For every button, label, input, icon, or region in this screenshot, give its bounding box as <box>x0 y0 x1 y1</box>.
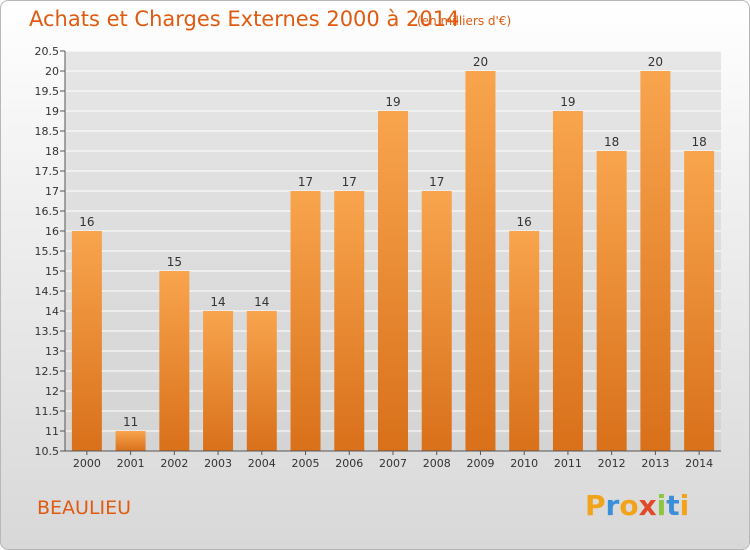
data-label: 14 <box>210 295 225 309</box>
chart-title: Achats et Charges Externes 2000 à 2014 <box>29 7 460 31</box>
y-tick-label: 20 <box>45 65 59 78</box>
bar-series <box>71 71 715 451</box>
bar-2008 <box>421 191 452 451</box>
y-tick-label: 11 <box>45 425 59 438</box>
bar-2001 <box>115 431 146 451</box>
y-tick-label: 19 <box>45 105 59 118</box>
x-tick-label: 2008 <box>423 457 451 470</box>
data-label: 11 <box>123 415 138 429</box>
bar-2007 <box>378 111 408 451</box>
x-tick-label: 2002 <box>160 457 188 470</box>
data-label: 19 <box>560 95 575 109</box>
data-label: 17 <box>298 175 313 189</box>
data-label: 15 <box>167 255 182 269</box>
y-tick-label: 15.5 <box>35 245 60 258</box>
x-tick-label: 2003 <box>204 457 232 470</box>
y-tick-label: 11.5 <box>35 405 60 418</box>
y-tick-label: 16 <box>45 225 59 238</box>
y-tick-label: 18 <box>45 145 59 158</box>
data-label: 17 <box>342 175 357 189</box>
bar-2014 <box>684 151 715 451</box>
logo-letter: t <box>666 489 680 522</box>
data-label: 16 <box>517 215 532 229</box>
x-tick-label: 2014 <box>685 457 713 470</box>
bar-2012 <box>596 151 627 451</box>
data-label: 20 <box>473 55 488 69</box>
y-axis: 10.5 11 11.5 12 12.5 13 13.5 14 14.5 15 15.5 16 16.5… <box>35 45 721 458</box>
x-tick-label: 2006 <box>335 457 363 470</box>
data-label: 18 <box>691 135 706 149</box>
bar-2005 <box>290 191 321 451</box>
y-tick-label: 17.5 <box>35 165 60 178</box>
y-tick-label: 14 <box>45 305 59 318</box>
y-tick-label: 16.5 <box>35 205 60 218</box>
logo-letter: i <box>656 489 667 522</box>
bar-2004 <box>246 311 277 451</box>
bar-2002 <box>159 271 190 451</box>
chart-subtitle: (en milliers d'€) <box>417 14 512 28</box>
y-tick-label: 14.5 <box>35 285 60 298</box>
y-tick-label: 12.5 <box>35 365 60 378</box>
x-tick-label: 2012 <box>598 457 626 470</box>
x-tick-label: 2001 <box>117 457 145 470</box>
x-tick-label: 2005 <box>292 457 320 470</box>
logo-letter: P <box>585 489 606 522</box>
logo-letter: i <box>679 489 690 522</box>
bar-2000 <box>71 231 102 451</box>
data-label: 16 <box>79 215 94 229</box>
logo-letter: x <box>638 489 657 522</box>
data-label: 17 <box>429 175 444 189</box>
y-tick-label: 17 <box>45 185 59 198</box>
x-tick-label: 2007 <box>379 457 407 470</box>
proxiti-logo[interactable]: Proxiti <box>585 489 689 522</box>
y-tick-label: 12 <box>45 385 59 398</box>
y-tick-label: 10.5 <box>35 445 60 458</box>
y-tick-label: 15 <box>45 265 59 278</box>
y-tick-label: 19.5 <box>35 85 60 98</box>
data-label: 18 <box>604 135 619 149</box>
y-tick-label: 18.5 <box>35 125 60 138</box>
logo-letter: r <box>605 489 620 522</box>
x-axis: 2000 2001 2002 2003 2004 2005 2006 2007 2008 2009… <box>73 451 713 470</box>
y-tick-label: 13.5 <box>35 325 60 338</box>
bar-2010 <box>509 231 540 451</box>
x-tick-label: 2011 <box>554 457 582 470</box>
x-tick-label: 2004 <box>248 457 276 470</box>
bar-2013 <box>640 71 671 451</box>
y-tick-label: 20.5 <box>35 45 60 58</box>
data-label: 19 <box>385 95 400 109</box>
data-labels: 16 11 15 14 14 17 17 19 17 20 16 19 18 20 18 <box>79 55 707 429</box>
bar-2009 <box>465 71 496 451</box>
bar-2011 <box>552 111 583 451</box>
x-tick-label: 2009 <box>466 457 494 470</box>
logo-letter: o <box>619 489 639 522</box>
bar-2006 <box>334 191 365 451</box>
x-tick-label: 2010 <box>510 457 538 470</box>
bar-2003 <box>203 311 234 451</box>
y-tick-label: 13 <box>45 345 59 358</box>
town-name: BEAULIEU <box>37 497 132 519</box>
data-label: 14 <box>254 295 269 309</box>
data-label: 20 <box>648 55 663 69</box>
x-tick-label: 2013 <box>641 457 669 470</box>
x-tick-label: 2000 <box>73 457 101 470</box>
